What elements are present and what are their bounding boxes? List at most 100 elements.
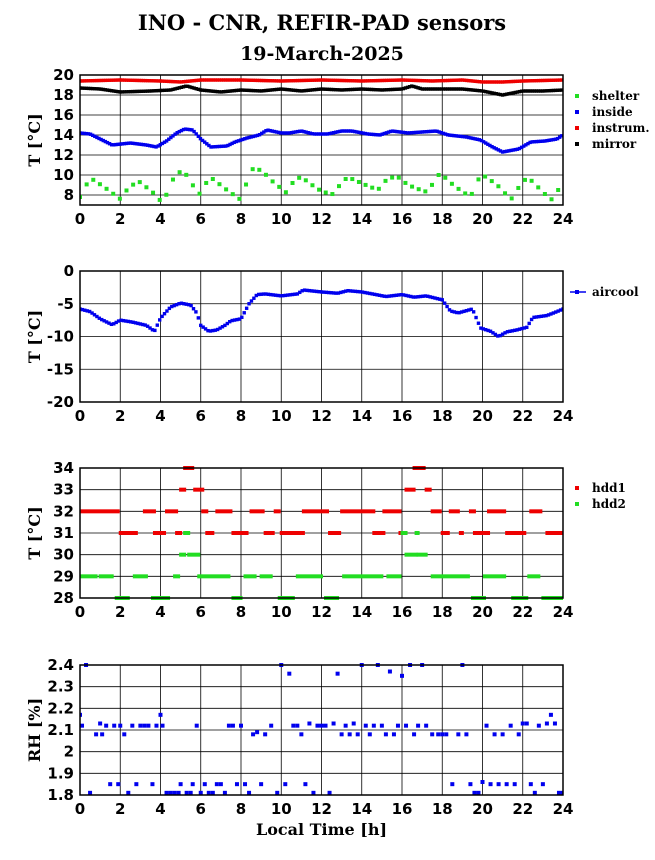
data-point — [382, 294, 386, 298]
data-point — [336, 130, 340, 134]
data-point — [133, 141, 137, 146]
data-point — [340, 78, 344, 83]
data-point — [234, 78, 239, 82]
data-point — [363, 87, 367, 91]
x-tick-label: 16 — [392, 800, 413, 818]
data-point — [365, 87, 370, 91]
data-point — [137, 89, 141, 94]
data-point — [528, 140, 532, 145]
data-point — [190, 128, 194, 132]
data-point — [517, 79, 522, 83]
y-tick-label: 2.3 — [47, 678, 74, 696]
data-point — [356, 289, 360, 294]
data-point — [407, 85, 412, 89]
data-point — [84, 86, 89, 91]
data-point — [450, 133, 454, 138]
data-point — [351, 721, 356, 726]
data-point — [358, 290, 362, 294]
data-point — [416, 295, 420, 299]
y-tick-label: 10 — [53, 166, 74, 184]
data-point — [90, 133, 95, 137]
data-point — [498, 80, 503, 84]
data-point — [422, 87, 427, 91]
data-point — [172, 303, 176, 308]
data-point — [150, 782, 155, 787]
data-point — [287, 671, 292, 676]
data-point — [130, 723, 135, 728]
data-segment — [483, 574, 507, 579]
data-point — [437, 130, 441, 134]
data-point — [215, 78, 220, 82]
data-segment — [118, 531, 138, 535]
data-point — [350, 177, 355, 182]
data-point — [469, 79, 473, 83]
data-point — [204, 180, 209, 185]
data-point — [84, 131, 89, 136]
data-point — [386, 87, 391, 92]
data-point — [525, 325, 529, 330]
data-point — [469, 88, 473, 92]
data-point — [217, 182, 222, 187]
y-tick-label: 12 — [53, 146, 74, 164]
data-point — [510, 329, 514, 333]
data-point — [532, 79, 537, 83]
data-point — [414, 130, 418, 135]
data-point — [243, 78, 247, 82]
data-point — [241, 78, 245, 82]
data-point — [374, 132, 378, 137]
x-tick-label: 0 — [75, 800, 85, 818]
data-point — [259, 292, 263, 296]
data-point — [210, 790, 215, 795]
data-point — [194, 723, 199, 728]
data-point — [371, 723, 376, 728]
x-tick-label: 12 — [311, 210, 332, 228]
data-point — [293, 130, 298, 134]
data-point — [148, 89, 152, 93]
data-point — [100, 317, 104, 322]
data-point — [468, 782, 473, 787]
data-segment — [430, 574, 470, 579]
data-point — [298, 290, 302, 295]
data-point — [236, 139, 241, 143]
legend-marker — [575, 94, 579, 98]
data-point — [239, 723, 243, 728]
x-tick-label: 4 — [155, 407, 165, 425]
data-point — [336, 88, 340, 92]
x-tick-label: 10 — [271, 800, 292, 818]
y-axis-label: T [°C] — [25, 506, 44, 559]
data-segment — [545, 531, 563, 535]
data-point — [304, 78, 308, 83]
data-point — [126, 141, 131, 145]
data-point — [454, 134, 458, 138]
data-point — [363, 131, 367, 136]
data-point — [545, 78, 549, 83]
data-point — [118, 723, 123, 728]
data-point — [250, 167, 255, 172]
data-point — [88, 86, 93, 91]
legend-label: shelter — [592, 89, 640, 103]
data-point — [218, 326, 222, 330]
data-point — [217, 144, 222, 149]
data-point — [157, 197, 162, 202]
data-point — [82, 86, 86, 90]
data-point — [407, 131, 412, 135]
data-point — [276, 79, 281, 83]
data-point — [357, 87, 361, 91]
y-tick-label: -5 — [57, 295, 74, 313]
data-point — [270, 179, 275, 184]
data-point — [323, 78, 327, 82]
data-segment — [98, 574, 114, 579]
data-point — [476, 177, 481, 182]
data-point — [111, 191, 116, 196]
data-segment — [529, 509, 543, 514]
data-point — [183, 84, 188, 88]
data-point — [494, 147, 498, 151]
data-point — [174, 302, 179, 307]
data-point — [430, 295, 435, 300]
y-tick-label: 29 — [53, 567, 74, 585]
data-point — [270, 79, 274, 83]
data-point — [445, 78, 450, 83]
data-point — [486, 90, 490, 94]
data-point — [266, 128, 270, 132]
